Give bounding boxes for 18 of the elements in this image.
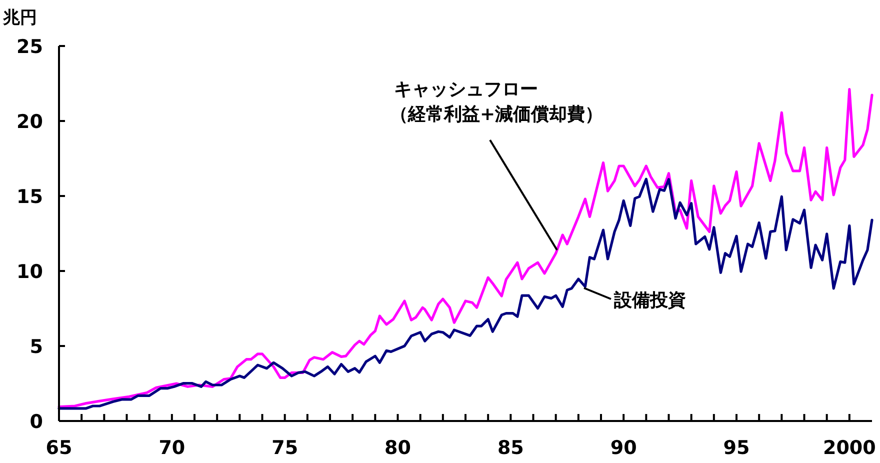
x-tick-label: 80 bbox=[384, 437, 411, 459]
x-tick-label: 2000 bbox=[822, 437, 876, 459]
line-series bbox=[58, 178, 874, 410]
x-tick-label: 90 bbox=[610, 437, 637, 459]
series-label: 設備投資 bbox=[613, 290, 686, 311]
y-tick-label: 20 bbox=[16, 111, 43, 133]
y-tick-label: 25 bbox=[16, 36, 43, 58]
text: キャッシュフロー（経常利益+減価償却費） bbox=[390, 79, 604, 125]
x-tick-label: 75 bbox=[272, 437, 298, 459]
x-tick-label: 95 bbox=[723, 437, 750, 459]
y-tick-label: 15 bbox=[16, 186, 43, 208]
x-tick-label: 85 bbox=[497, 437, 524, 459]
y-tick-label: 10 bbox=[16, 261, 43, 283]
y-tick-label: 0 bbox=[30, 411, 43, 433]
x-tick-label: 70 bbox=[158, 437, 186, 459]
x-tick-label: 65 bbox=[46, 437, 72, 459]
y-axis-title: 兆円 bbox=[2, 8, 37, 28]
y-tick-label: 5 bbox=[30, 336, 43, 358]
